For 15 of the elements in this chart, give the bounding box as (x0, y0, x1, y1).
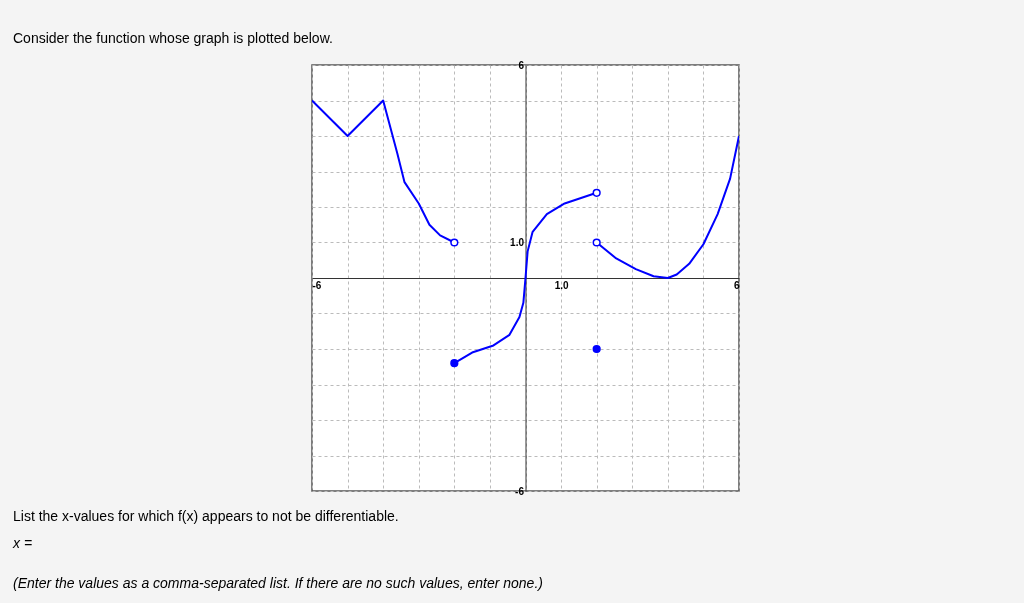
x-tick-label: -6 (312, 279, 322, 291)
text: List the x-values for which f(x) appears to not be differentiable. (13, 508, 399, 524)
point (592, 344, 601, 354)
point (592, 238, 601, 247)
y-tick-label: 1.0 (510, 237, 525, 248)
point (450, 359, 459, 368)
y-tick-label: 6 (518, 59, 525, 71)
text: (Enter the values as a comma-separated list. If there are no such values, enter none.) (13, 575, 543, 591)
y-tick-label: -6 (515, 485, 525, 497)
text: x = (12, 535, 33, 551)
point (450, 238, 459, 247)
x-tick-label: 6 (733, 279, 740, 291)
point (592, 188, 601, 197)
text: Consider the function whose graph is plotted below. (13, 30, 333, 46)
x-tick-label: 1.0 (554, 279, 569, 291)
